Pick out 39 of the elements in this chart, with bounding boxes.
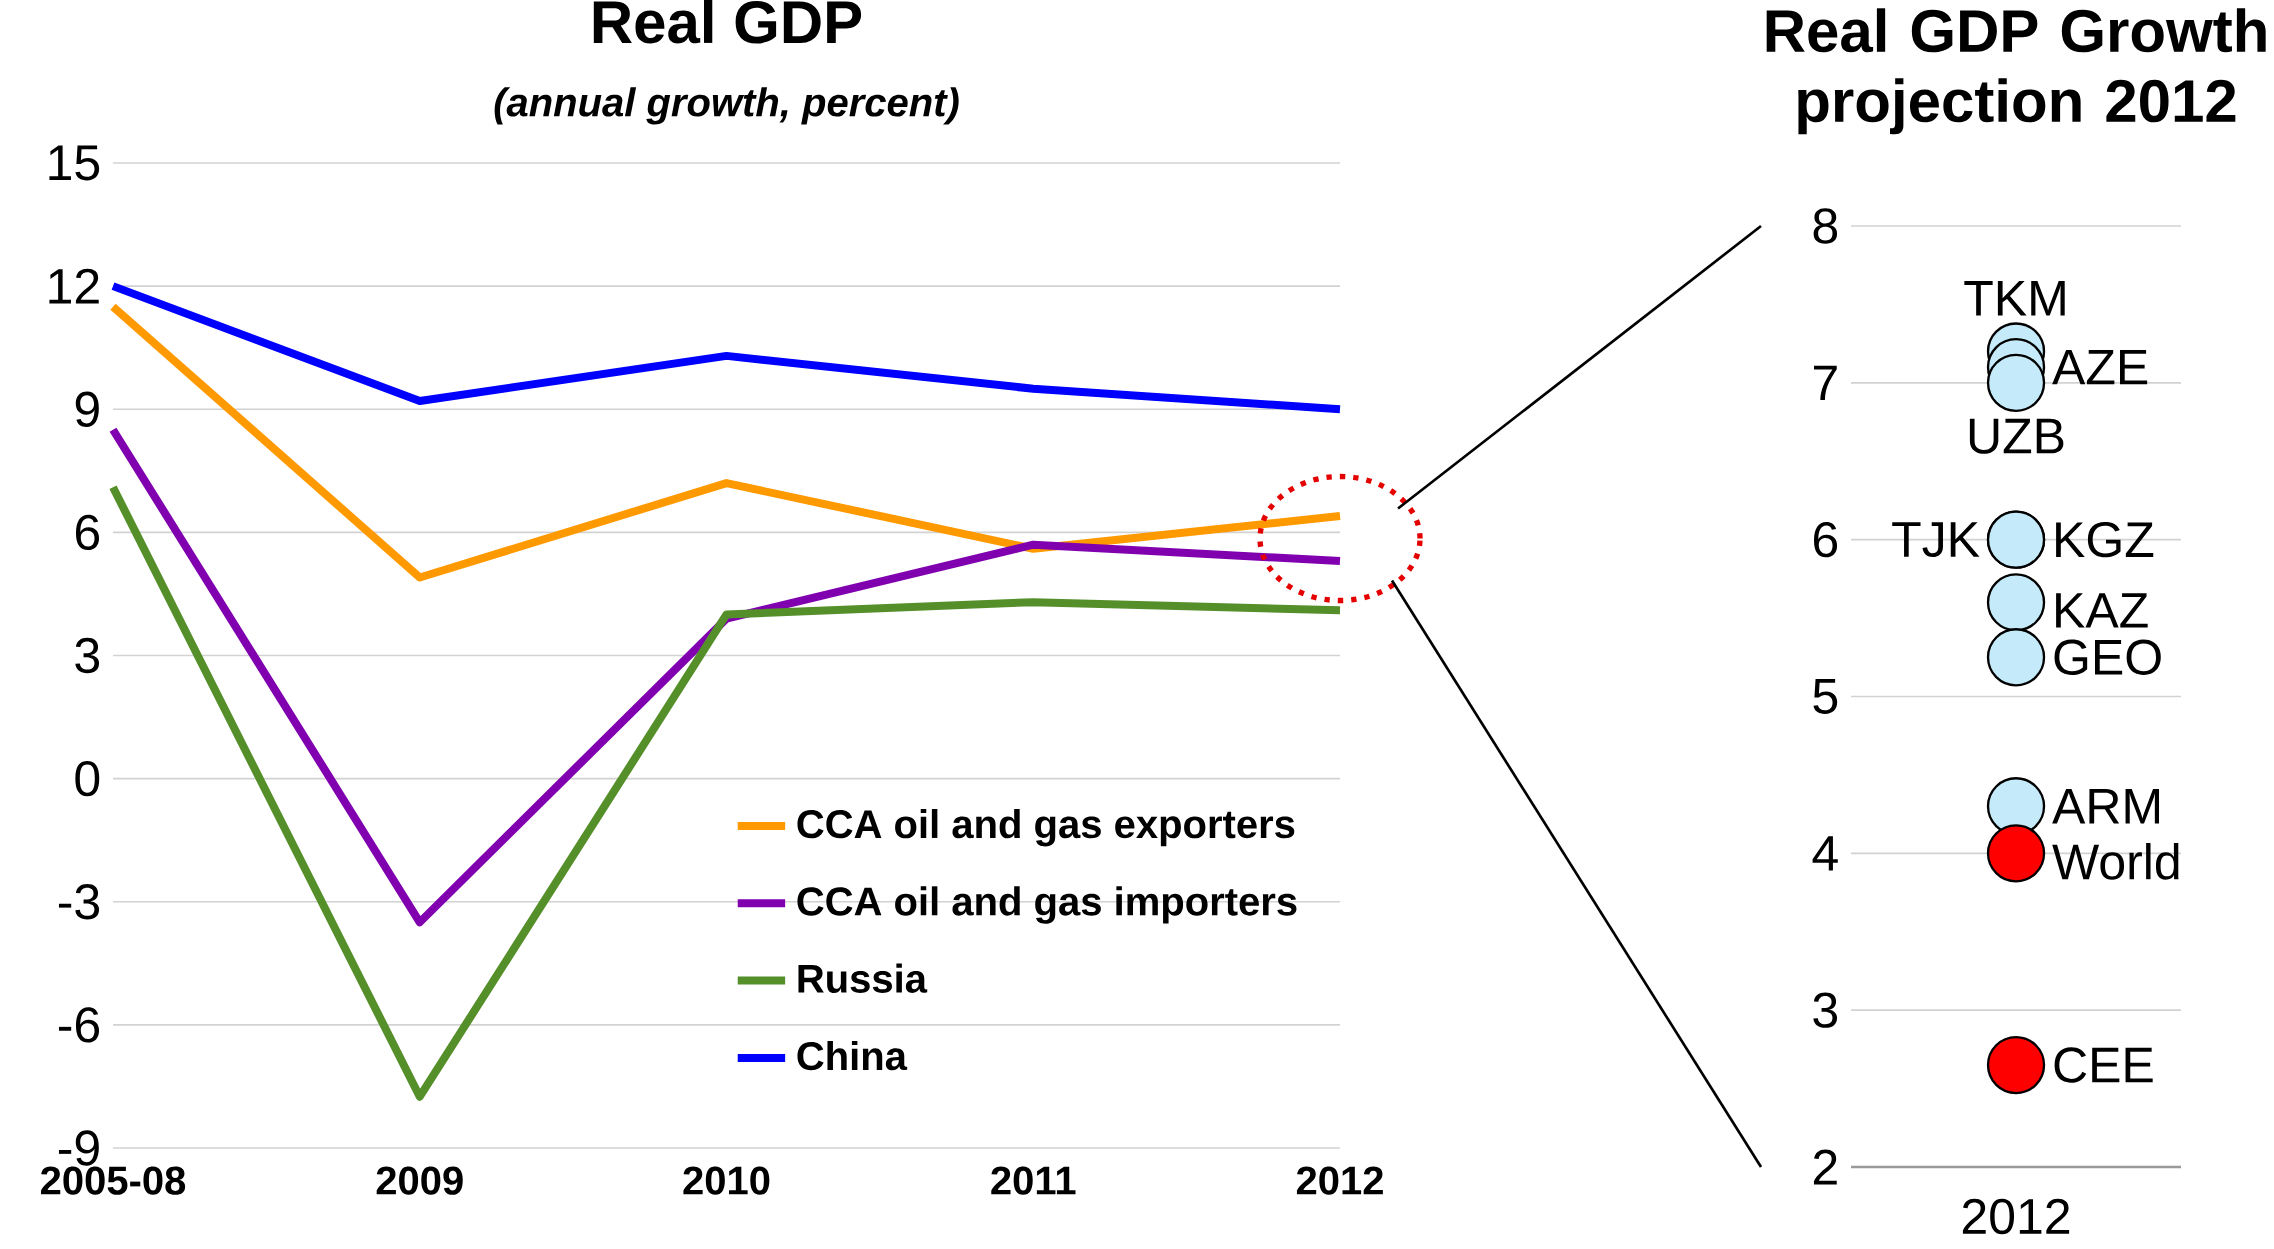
legend-label: ARM	[2052, 789, 2160, 824]
x-tick-label: 2012	[1296, 1166, 1383, 1195]
y-tick-label: 4	[1812, 836, 1838, 871]
y-tick-label: -9	[58, 1130, 99, 1166]
x-tick-label: 2009	[376, 1166, 463, 1195]
y-tick-label: 6	[75, 514, 100, 551]
legend-label: KGZ	[2056, 521, 2154, 558]
legend-label: China	[797, 1040, 908, 1071]
chart-title: Real GDP Growth projection 2012	[1766, 8, 2266, 135]
x-tick-label: 2011	[991, 1166, 1076, 1195]
y-tick-label: -3	[58, 884, 100, 920]
x-tick-label: 2005-08	[41, 1166, 186, 1195]
legend-label: UZB	[1969, 418, 2064, 454]
y-tick-label: 9	[75, 391, 99, 427]
legend-label: CCA oil and gas importers	[797, 886, 1297, 924]
legend-label: KAZ	[2056, 593, 2148, 628]
series-label: TKM	[1964, 281, 2065, 316]
y-tick-label: 3	[75, 637, 100, 674]
legend-label: Russia	[798, 963, 928, 993]
chart-title: Real GDP	[593, 0, 862, 44]
legend-label: AZE	[2052, 349, 2148, 385]
y-tick-label: -6	[58, 1007, 100, 1043]
y-tick-label: 6	[1814, 521, 1838, 558]
y-tick-label: 3	[1813, 992, 1838, 1028]
y-tick-label: 2	[1813, 1149, 1837, 1185]
chart-subtitle: (annual growth, percent)	[494, 87, 959, 125]
x-tick-label: 2010	[683, 1166, 770, 1195]
y-tick-label: 15	[49, 145, 100, 181]
legend-label: CEE	[2054, 1047, 2153, 1083]
series-label: TJK	[1892, 522, 1980, 558]
y-tick-label: 0	[75, 760, 100, 797]
y-tick-label: 7	[1814, 365, 1837, 401]
x-tick-label: 2012	[1962, 1198, 2070, 1235]
y-tick-label: 8	[1813, 208, 1838, 244]
y-tick-label: 5	[1813, 679, 1838, 714]
legend-label: GEO	[2054, 639, 2161, 675]
legend-label: World	[2052, 842, 2179, 880]
y-tick-label: 12	[49, 268, 99, 304]
legend-label: CCA oil and gas exporters	[797, 808, 1295, 847]
